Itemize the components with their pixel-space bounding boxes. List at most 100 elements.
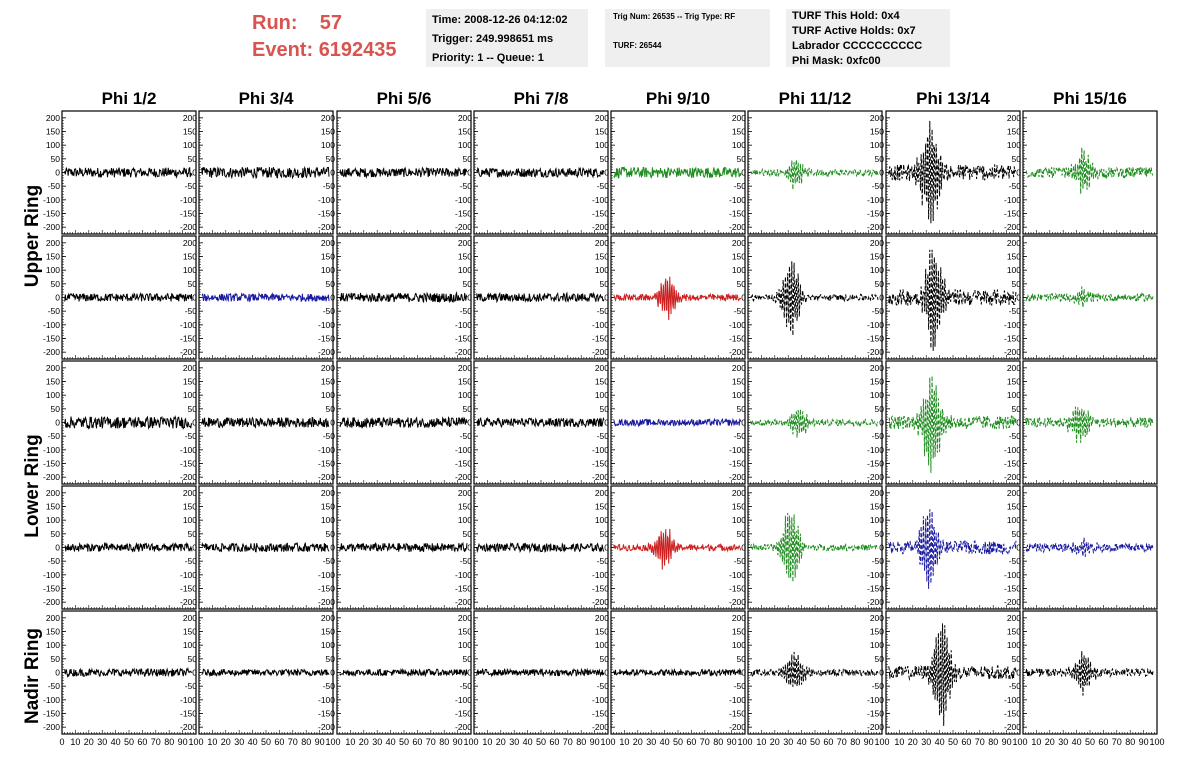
y-tick-label: 50 (875, 154, 885, 164)
y-tick-label: -200 (592, 222, 609, 232)
y-tick-label: 50 (326, 654, 336, 664)
y-tick-label: 50 (51, 154, 61, 164)
y-tick-label: 150 (46, 127, 60, 137)
y-tick-label: -50 (872, 681, 885, 691)
y-tick-label: -150 (43, 459, 60, 469)
y-tick-label: 100 (46, 390, 60, 400)
y-tick-label: -100 (180, 445, 197, 455)
y-tick-label: -50 (323, 306, 336, 316)
y-tick-label: -200 (1004, 722, 1021, 732)
x-tick-label: 90 (178, 737, 188, 747)
run-label: Run: (252, 12, 298, 34)
column-header: Phi 9/10 (646, 89, 710, 108)
x-tick-label: 40 (797, 737, 807, 747)
x-tick-label: 10 (894, 737, 904, 747)
y-tick-label: -200 (867, 722, 884, 732)
y-tick-label: 100 (732, 640, 746, 650)
waveform-trace (750, 261, 879, 336)
waveform-trace (1025, 147, 1154, 195)
y-tick-label: -200 (729, 722, 746, 732)
y-tick-label: -50 (1009, 181, 1022, 191)
y-tick-label: -200 (1004, 347, 1021, 357)
y-tick-label: 200 (732, 113, 746, 123)
x-tick-label: 70 (1112, 737, 1122, 747)
trigger-line: Trigger: 249.998651 ms (432, 33, 554, 45)
y-tick-label: -150 (455, 709, 472, 719)
y-tick-label: 150 (321, 377, 335, 387)
waveform-panel: 200 150 100 50 0 -50 -100 -150 -200 (592, 485, 746, 610)
y-tick-label: 50 (737, 529, 747, 539)
y-tick-label: 200 (1007, 488, 1021, 498)
y-tick-label: 200 (321, 613, 335, 623)
y-tick-label: 50 (326, 529, 336, 539)
x-tick-label: 40 (248, 737, 258, 747)
x-tick-label: 20 (1045, 737, 1055, 747)
y-tick-label: 200 (870, 363, 884, 373)
y-tick-label: -200 (43, 347, 60, 357)
y-tick-label: 0 (741, 168, 746, 178)
waveform-panel: 200 150 100 50 0 -50 -100 -150 -200 (318, 485, 472, 610)
waveform-trace (64, 541, 193, 553)
y-tick-label: 50 (51, 654, 61, 664)
y-tick-label: -50 (1009, 681, 1022, 691)
y-tick-label: -150 (180, 709, 197, 719)
waveform-panel: 200 150 100 50 0 -50 -100 -150 -200 (867, 610, 1021, 735)
waveform-trace (1025, 537, 1154, 557)
y-tick-label: 0 (604, 168, 609, 178)
x-tick-label: 40 (523, 737, 533, 747)
y-tick-label: -150 (1004, 584, 1021, 594)
waveform-trace (750, 159, 879, 190)
y-tick-label: 100 (870, 390, 884, 400)
y-tick-label: -150 (455, 584, 472, 594)
y-tick-label: -50 (597, 306, 610, 316)
y-tick-label: 200 (321, 363, 335, 373)
y-tick-label: -50 (460, 431, 473, 441)
y-tick-label: -150 (867, 584, 884, 594)
y-tick-label: 100 (458, 390, 472, 400)
y-tick-label: -200 (43, 222, 60, 232)
y-tick-label: 100 (732, 265, 746, 275)
y-tick-label: 100 (732, 515, 746, 525)
y-tick-label: -100 (318, 695, 335, 705)
waveform-panel: 200 150 100 50 0 -50 -100 -150 -200 (592, 610, 746, 735)
y-tick-label: 150 (46, 627, 60, 637)
y-tick-label: -150 (867, 334, 884, 344)
y-tick-label: -150 (867, 209, 884, 219)
waveform-trace (613, 528, 742, 570)
y-tick-label: -200 (729, 472, 746, 482)
y-tick-label: 0 (55, 543, 60, 553)
y-tick-label: 150 (458, 252, 472, 262)
y-tick-label: -100 (180, 320, 197, 330)
y-tick-label: 150 (458, 377, 472, 387)
y-tick-label: 150 (1007, 377, 1021, 387)
waveform-panel: 200 150 100 50 0 -50 -100 -150 -200 (180, 360, 334, 485)
x-tick-label: 60 (961, 737, 971, 747)
y-tick-label: 0 (604, 418, 609, 428)
y-tick-label: 200 (458, 613, 472, 623)
x-tick-label: 90 (590, 737, 600, 747)
y-tick-label: 0 (192, 418, 197, 428)
y-tick-label: -100 (1004, 570, 1021, 580)
y-tick-label: -100 (592, 570, 609, 580)
column-header: Phi 3/4 (239, 89, 294, 108)
y-tick-label: 150 (870, 502, 884, 512)
y-tick-label: -200 (592, 347, 609, 357)
y-tick-label: -150 (729, 334, 746, 344)
y-tick-label: 150 (595, 377, 609, 387)
y-tick-label: 100 (46, 640, 60, 650)
y-tick-label: -100 (43, 320, 60, 330)
y-tick-label: -150 (180, 209, 197, 219)
y-tick-label: 150 (183, 377, 197, 387)
waveform-panel: 200 150 100 50 0 -50 -100 -150 -200 (43, 110, 197, 235)
y-tick-label: 50 (188, 404, 198, 414)
x-tick-label: 80 (164, 737, 174, 747)
y-tick-label: 150 (595, 502, 609, 512)
y-tick-label: 200 (595, 488, 609, 498)
y-tick-label: 50 (737, 654, 747, 664)
y-tick-label: -50 (323, 431, 336, 441)
y-tick-label: -200 (455, 472, 472, 482)
x-tick-label: 100 (737, 737, 752, 747)
y-tick-label: 50 (1012, 404, 1022, 414)
trig-info-box: Trig Num: 26535 -- Trig Type: RF TURF: 2… (605, 9, 770, 67)
x-tick-label: 100 (188, 737, 203, 747)
